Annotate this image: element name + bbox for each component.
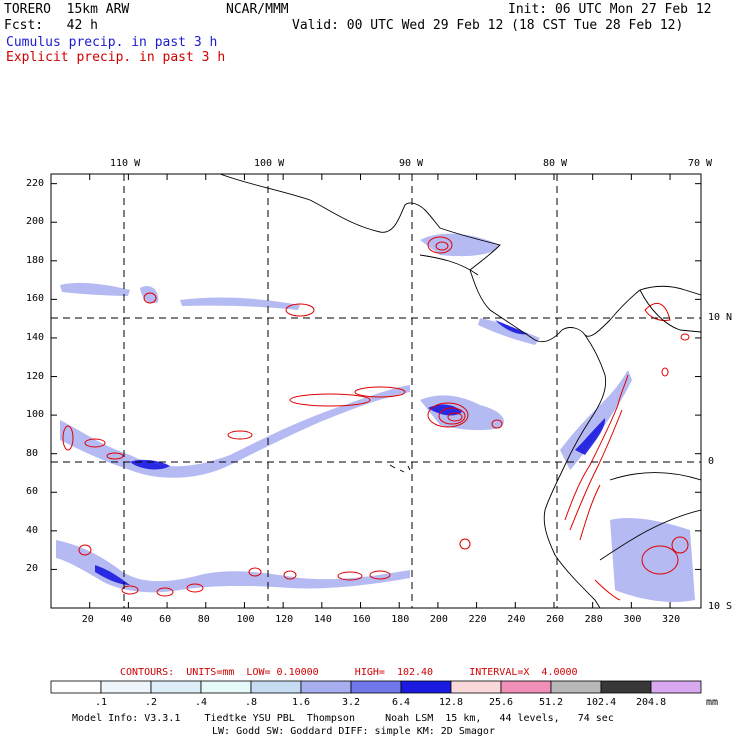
axis-ticks xyxy=(51,174,701,608)
lon-label: 90 W xyxy=(399,158,424,169)
colorbar-swatch xyxy=(500,680,552,694)
cumulus-precip-areas xyxy=(56,233,695,602)
lat-label: 10 N xyxy=(708,312,733,323)
x-tick-label: 320 xyxy=(662,614,681,625)
model-info-line2: LW: Godd SW: Goddard DIFF: simple KM: 2D… xyxy=(212,726,495,737)
colorbar-swatch xyxy=(600,680,652,694)
lon-label: 110 W xyxy=(110,158,141,169)
field-cumulus-label: Cumulus precip. in past 3 h xyxy=(6,35,218,50)
field-explicit-label: Explicit precip. in past 3 h xyxy=(6,50,226,65)
y-tick-label: 180 xyxy=(26,254,45,266)
colorbar-label: 102.4 xyxy=(586,697,617,708)
colorbar-swatch xyxy=(200,680,252,694)
coastlines xyxy=(219,174,701,608)
colorbar-swatch xyxy=(400,680,452,694)
cumulus-heavy-areas xyxy=(95,320,606,585)
valid-time: Valid: 00 UTC Wed 29 Feb 12 (18 CST Tue … xyxy=(292,18,684,33)
colorbar-swatch xyxy=(300,680,352,694)
colorbar-label: .1 xyxy=(95,697,108,708)
colorbar-swatch xyxy=(450,680,502,694)
colorbar-swatch xyxy=(150,680,202,694)
colorbar-swatch xyxy=(50,680,102,694)
colorbar-swatch xyxy=(250,680,302,694)
colorbar-label: .2 xyxy=(145,697,158,708)
model-title: TORERO 15km ARW xyxy=(4,2,130,17)
colorbar-label: 51.2 xyxy=(539,697,564,708)
x-tick-label: 280 xyxy=(584,614,603,625)
map-frame xyxy=(50,173,702,609)
colorbar-label: 204.8 xyxy=(636,697,667,708)
x-tick-label: 160 xyxy=(352,614,371,625)
colorbar-label: 6.4 xyxy=(392,697,411,708)
init-time: Init: 06 UTC Mon 27 Feb 12 xyxy=(508,2,712,17)
x-tick-label: 20 xyxy=(81,614,94,625)
lon-label: 100 W xyxy=(254,158,285,169)
x-tick-label: 60 xyxy=(159,614,172,625)
colorbar-label: .8 xyxy=(245,697,258,708)
x-tick-label: 120 xyxy=(275,614,294,625)
lon-label: 70 W xyxy=(688,158,713,169)
colorbar xyxy=(50,680,702,694)
y-tick-label: 100 xyxy=(26,409,45,421)
x-tick-label: 300 xyxy=(623,614,642,625)
x-tick-label: 240 xyxy=(507,614,526,625)
colorbar-swatch xyxy=(550,680,602,694)
y-tick-label: 200 xyxy=(26,216,45,228)
x-tick-label: 260 xyxy=(545,614,565,625)
x-tick-label: 220 xyxy=(468,614,487,625)
x-tick-label: 200 xyxy=(429,614,448,625)
y-tick-label: 140 xyxy=(26,331,45,343)
x-tick-label: 140 xyxy=(313,614,332,625)
y-tick-label: 60 xyxy=(26,486,39,498)
lat-label: 10 S xyxy=(708,601,733,612)
colorbar-swatch xyxy=(350,680,402,694)
lat-label: 0 xyxy=(708,456,715,467)
y-tick-label: 80 xyxy=(26,447,39,459)
colorbar-label: 12.8 xyxy=(439,697,464,708)
model-info-line1: Model Info: V3.3.1 Tiedtke YSU PBL Thomp… xyxy=(72,713,614,724)
x-tick-label: 80 xyxy=(197,614,210,625)
y-tick-label: 220 xyxy=(26,177,45,189)
colorbar-label: .4 xyxy=(195,697,208,708)
colorbar-label: 1.6 xyxy=(292,697,311,708)
colorbar-label: 3.2 xyxy=(342,697,361,708)
contours-info: CONTOURS: UNITS=mm LOW= 0.10000 HIGH= 10… xyxy=(120,667,578,678)
graticule xyxy=(51,174,701,608)
colorbar-unit: mm xyxy=(706,697,719,708)
y-tick-label: 20 xyxy=(26,563,39,575)
explicit-precip-contours xyxy=(62,236,690,601)
org-label: NCAR/MMM xyxy=(226,2,289,17)
colorbar-swatch xyxy=(650,680,702,694)
colorbar-label: 25.6 xyxy=(489,697,514,708)
x-tick-label: 100 xyxy=(236,614,255,625)
x-tick-label: 180 xyxy=(391,614,410,625)
x-tick-label: 40 xyxy=(120,614,133,625)
y-tick-label: 120 xyxy=(26,370,45,382)
forecast-hour: Fcst: 42 h xyxy=(4,18,98,33)
colorbar-swatch xyxy=(100,680,152,694)
y-tick-label: 40 xyxy=(26,524,39,536)
lon-label: 80 W xyxy=(543,158,568,169)
y-tick-label: 160 xyxy=(26,293,45,305)
